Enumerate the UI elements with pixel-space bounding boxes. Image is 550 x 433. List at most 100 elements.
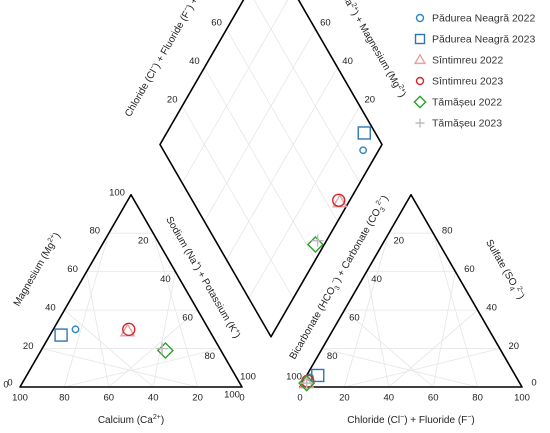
anion-bottom-tick: 20 xyxy=(339,393,350,404)
anion-triangle xyxy=(299,193,523,388)
point-layer xyxy=(54,126,371,392)
legend-label-sintimreu-2023: Sîntimreu 2023 xyxy=(432,76,503,88)
anion-right-tick: 0 xyxy=(531,378,536,389)
grid-layer xyxy=(42,0,500,388)
cation-gridline xyxy=(42,348,198,388)
cation-right-tick: 100 xyxy=(240,372,256,383)
cation-gridline xyxy=(108,309,198,388)
anion-gridline xyxy=(344,348,500,388)
cation-right-axis-label: Sodium (Na+​) + Potassium (K+​) xyxy=(163,214,243,340)
anion-right-tick: 60 xyxy=(464,264,475,275)
anion-left-tick: 20 xyxy=(394,236,405,247)
cation-right-tick: 100 xyxy=(224,390,240,401)
legend-marker-padurea-neagra-2023 xyxy=(414,33,426,45)
point-diamond-padurea-neagra-2022 xyxy=(359,146,368,155)
anion-bottom-tick: 80 xyxy=(472,393,483,404)
point-diamond-sintimreu-2023 xyxy=(332,193,346,207)
cation-bottom-tick: 80 xyxy=(59,393,70,404)
legend-marker-tamaseu-2023 xyxy=(415,118,425,128)
diamond-left-tick: 40 xyxy=(189,56,200,67)
legend-marker-tamaseu-2022 xyxy=(413,95,427,109)
anion-right-axis-label: Sulfate (SO4​2−​) xyxy=(481,237,527,302)
cation-bottom-axis-label: Calcium (Ca2+​) xyxy=(98,414,164,426)
anion-bottom-tick: 40 xyxy=(384,393,395,404)
cation-gridline xyxy=(64,309,154,388)
point-anion-padurea-neagra-2023 xyxy=(311,368,325,383)
anion-gridline xyxy=(344,309,434,388)
anion-bottom-tick: 60 xyxy=(428,393,439,404)
point-diamond-tamaseu-2023 xyxy=(311,234,324,247)
cation-right-tick: 60 xyxy=(182,313,193,324)
cation-left-tick: 60 xyxy=(67,264,78,275)
cation-left-tick: 0 xyxy=(3,380,8,391)
anion-bottom-tick: 0 xyxy=(297,393,302,404)
cation-left-tick: 100 xyxy=(109,187,125,198)
legend-label-padurea-neagra-2022: Pădurea Neagră 2022 xyxy=(432,13,535,25)
anion-left-tick: 100 xyxy=(286,372,302,383)
point-anion-tamaseu-2022 xyxy=(298,374,316,392)
anion-left-tick: 40 xyxy=(371,274,382,285)
anion-left-tick: 80 xyxy=(327,351,338,362)
anion-gridline xyxy=(322,348,478,388)
point-cation-padurea-neagra-2023 xyxy=(54,328,68,342)
legend-label-tamaseu-2022: Tămășeu 2022 xyxy=(432,97,502,109)
anion-left-tick: 60 xyxy=(349,313,360,324)
diamond-gridline xyxy=(181,105,294,299)
anion-right-tick: 80 xyxy=(442,226,453,237)
diamond-right-axis-label: Calcium (Ca2+​) + Magnesium (Mg2+​) xyxy=(318,0,409,99)
cation-right-tick: 40 xyxy=(160,274,171,285)
legend-label-tamaseu-2023: Tămășeu 2023 xyxy=(432,118,502,130)
diamond-left-tick: 20 xyxy=(167,95,178,106)
diamond-gridline xyxy=(226,28,338,222)
cation-gridline xyxy=(64,348,220,388)
diamond-gridline xyxy=(181,0,289,184)
legend-label-padurea-neagra-2023: Pădurea Neagră 2023 xyxy=(432,34,535,46)
cation-bottom-tick: 20 xyxy=(192,393,203,404)
cation-bottom-tick: 60 xyxy=(104,393,115,404)
cation-gridline xyxy=(152,271,176,388)
cation-left-tick: 80 xyxy=(90,226,101,237)
point-cation-tamaseu-2023 xyxy=(156,342,169,355)
cation-right-tick: 80 xyxy=(205,351,216,362)
legend-marker-padurea-neagra-2022 xyxy=(415,13,425,23)
legend-marker-sintimreu-2022 xyxy=(413,53,427,65)
cation-right-tick: 20 xyxy=(138,236,149,247)
anion-gridline xyxy=(432,271,456,388)
cation-bottom-tick: 0 xyxy=(239,393,244,404)
cation-left-tick: 20 xyxy=(23,341,34,352)
cation-gridline xyxy=(86,271,110,388)
anion-right-tick: 40 xyxy=(486,303,497,314)
point-cation-sintimreu-2023 xyxy=(122,322,136,337)
cation-left-tick: 40 xyxy=(45,303,56,314)
point-cation-padurea-neagra-2022 xyxy=(71,325,80,334)
diamond-gridline xyxy=(253,0,361,184)
anion-right-tick: 20 xyxy=(509,341,520,352)
cation-left-axis-label: Magnesium (Mg2+​) xyxy=(11,230,63,308)
diamond-right-tick: 40 xyxy=(342,56,353,67)
anion-bottom-tick: 100 xyxy=(514,393,530,404)
anion-bottom-axis-label: Chloride (Cl−​) + Fluoride (F−​) xyxy=(347,414,474,426)
cation-left-tick: 0 xyxy=(7,378,12,389)
legend-label-sintimreu-2022: Sîntimreu 2022 xyxy=(432,55,503,67)
point-anion-tamaseu-2023 xyxy=(300,377,313,390)
diamond-frame xyxy=(159,0,383,338)
frame-layer xyxy=(19,0,523,388)
diamond-left-tick: 60 xyxy=(211,18,222,29)
diamond-gridline xyxy=(248,105,361,299)
diamond-right-tick: 20 xyxy=(365,95,376,106)
legend-marker-sintimreu-2023 xyxy=(415,76,425,86)
anion-gridline xyxy=(388,309,478,388)
cation-bottom-tick: 40 xyxy=(148,393,159,404)
diamond-gridline xyxy=(204,28,316,222)
point-diamond-padurea-neagra-2023 xyxy=(357,126,371,140)
cation-bottom-tick: 100 xyxy=(12,393,28,404)
diamond-right-tick: 60 xyxy=(320,18,331,29)
tick-layer: 1000080202020202020806040404040404060406… xyxy=(3,18,536,404)
diamond-gridline xyxy=(204,67,316,261)
anion-gridline xyxy=(366,271,390,388)
cation-triangle xyxy=(19,193,243,388)
point-diamond-tamaseu-2022 xyxy=(306,235,324,253)
diamond-gridline xyxy=(226,67,338,261)
legend: Pădurea Neagră 2022 Pădurea Neagră 2023 Sî… xyxy=(413,13,535,130)
